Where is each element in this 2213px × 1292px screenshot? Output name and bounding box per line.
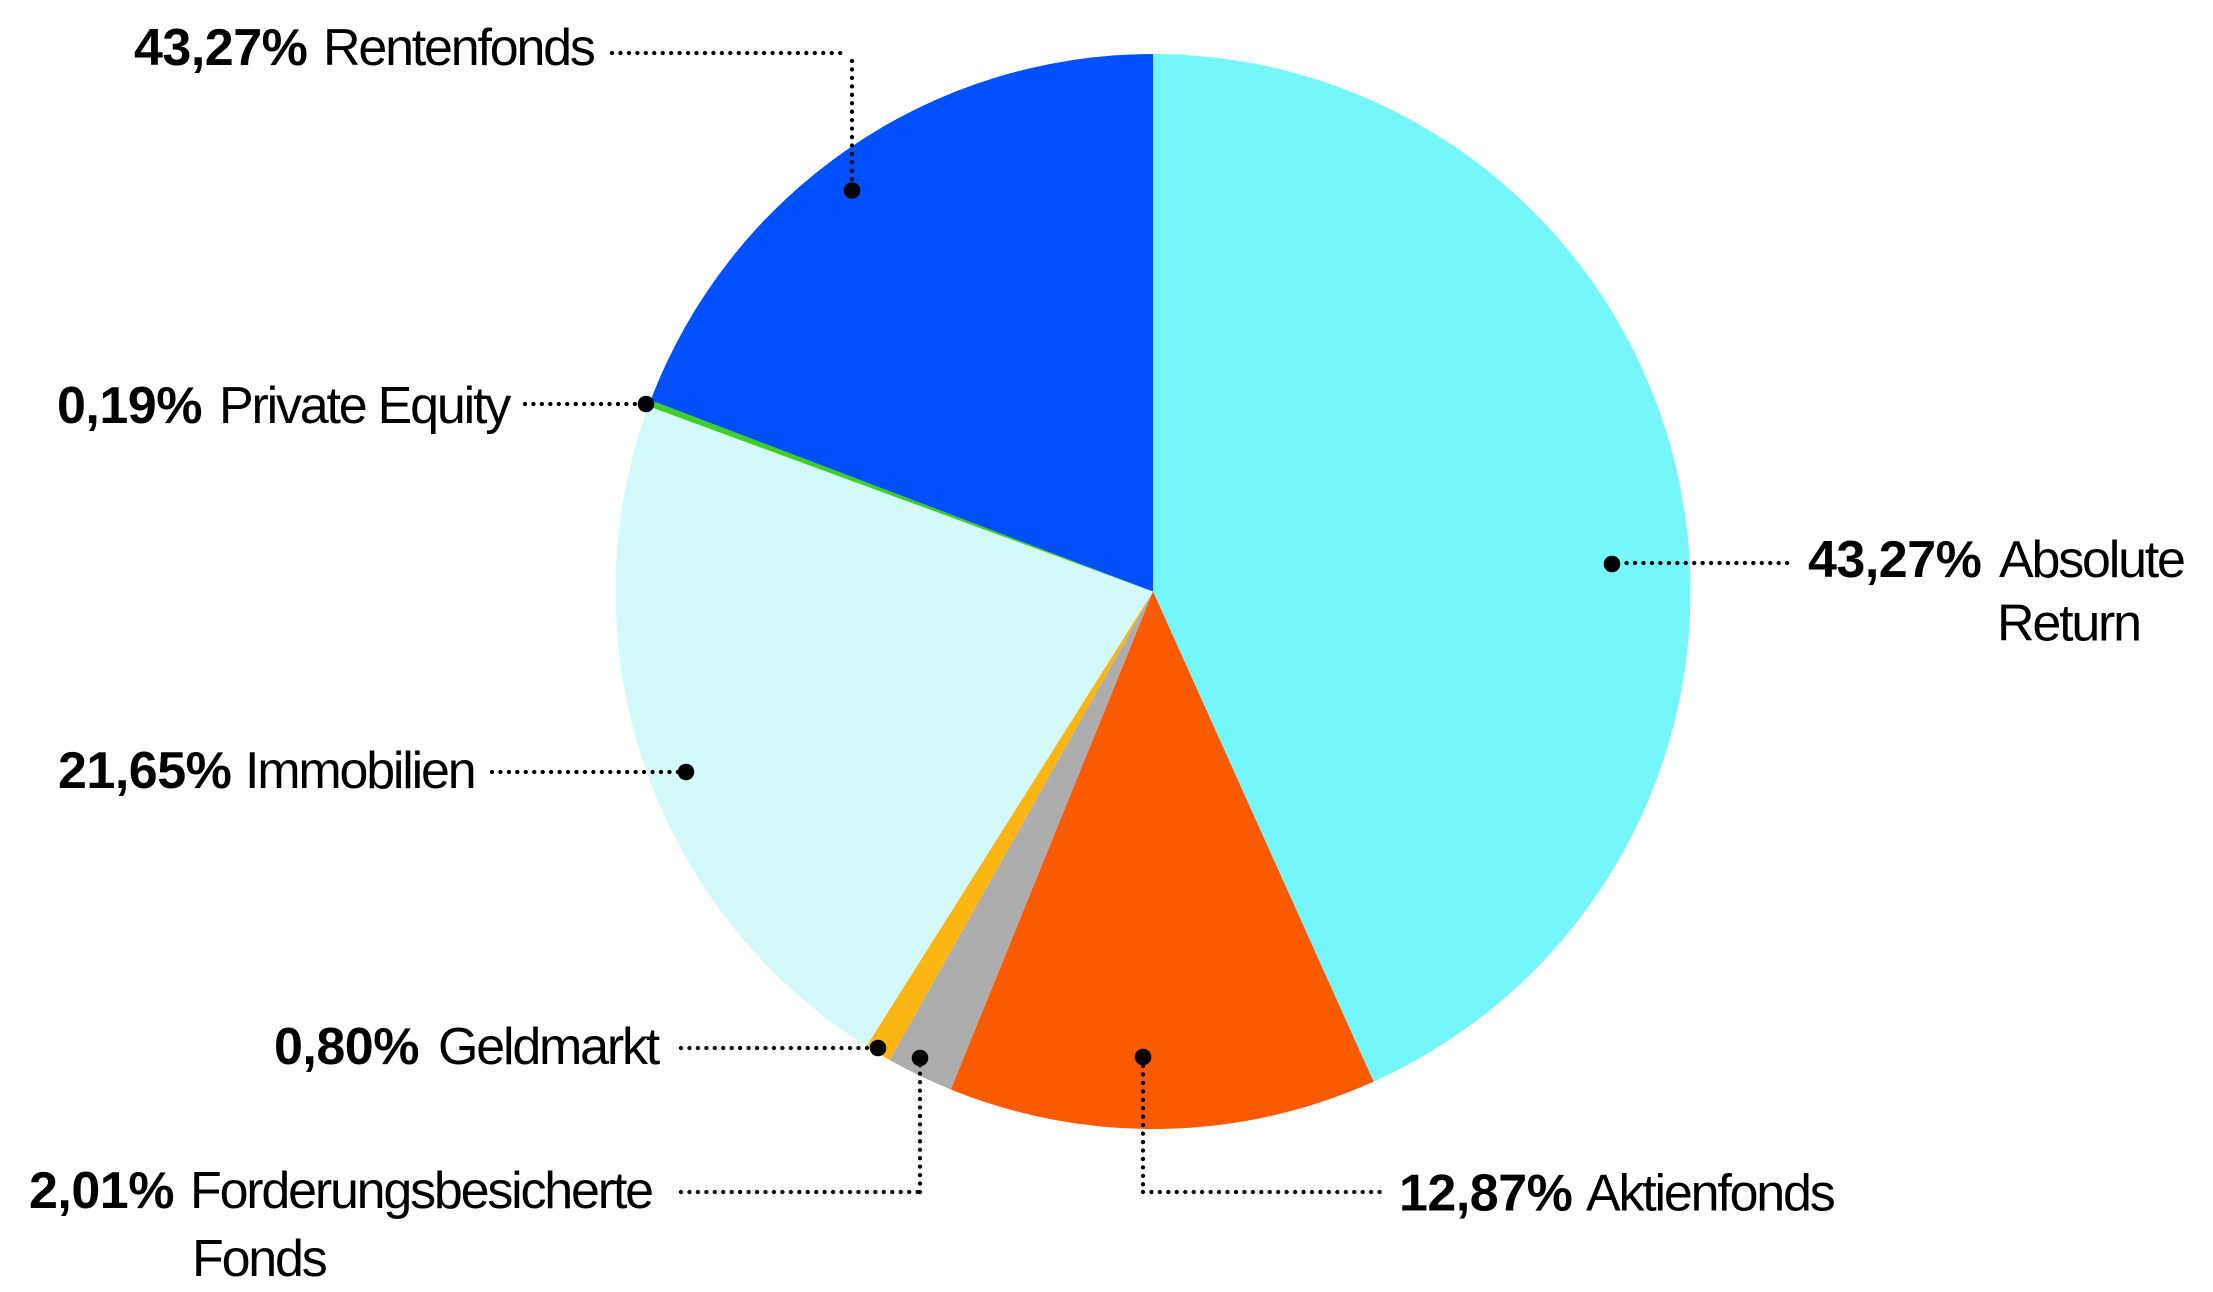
svg-text:12,87%Aktienfonds: 12,87% Aktienfonds (1399, 1165, 1835, 1223)
svg-text:43,27%Rentenfonds: 43,27% Rentenfonds (134, 19, 595, 77)
svg-text:43,27%Absolute: 43,27% Absolute (1808, 531, 2184, 589)
svg-text:2,01%Forderungsbesicherte: 2,01% Forderungsbesicherte (29, 1162, 652, 1220)
svg-text:0,80%Geldmarkt: 0,80% Geldmarkt (274, 1018, 661, 1076)
svg-text:21,65%Immobilien: 21,65% Immobilien (58, 742, 474, 800)
svg-text:Return: Return (1997, 595, 2140, 653)
svg-text:0,19%Private Equity: 0,19% Private Equity (57, 377, 511, 435)
svg-text:Fonds: Fonds (192, 1230, 327, 1288)
